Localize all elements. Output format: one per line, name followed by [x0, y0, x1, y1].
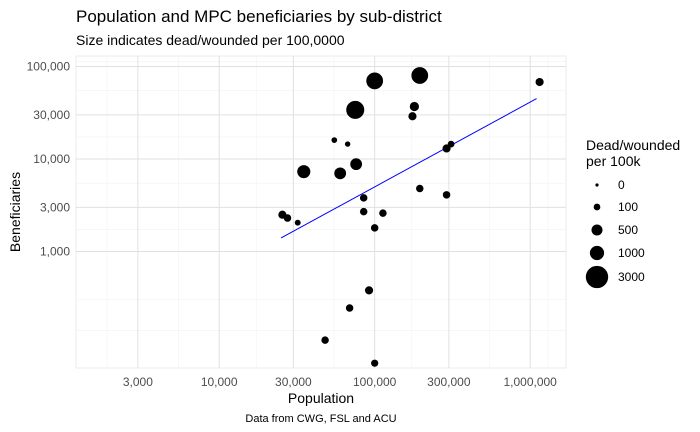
x-tick-label: 1,000,000 [503, 375, 557, 389]
data-point [535, 77, 544, 87]
data-point [346, 100, 365, 119]
data-point [331, 137, 338, 143]
data-point [442, 191, 451, 199]
data-point [408, 112, 417, 121]
data-point [345, 304, 354, 312]
legend-title: Dead/wounded per 100k [586, 137, 680, 169]
y-tick-label: 1,000 [40, 245, 70, 259]
data-point [409, 101, 419, 112]
data-point [379, 209, 387, 217]
data-point [366, 72, 384, 90]
x-tick-label: 10,000 [201, 375, 238, 389]
legend-label: 0 [618, 178, 625, 192]
data-point [359, 194, 368, 202]
x-tick-label: 300,000 [427, 375, 471, 389]
legend-key [595, 183, 599, 187]
plot-panel [75, 55, 567, 369]
chart-title: Population and MPC beneficiaries by sub-… [76, 7, 442, 26]
data-point [321, 336, 329, 344]
data-point [344, 141, 351, 147]
y-tick-label: 10,000 [33, 152, 70, 166]
data-point [370, 224, 379, 232]
x-axis-ticks: 3,000 10,000 30,000 100,000 300,000 1,000,000 [123, 375, 557, 389]
legend: Dead/wounded per 100k 0 100 500 1000 3000 [585, 137, 680, 289]
y-axis-title: Beneficiaries [7, 172, 23, 252]
y-tick-label: 100,000 [27, 60, 71, 74]
data-point [334, 167, 347, 180]
legend-key [589, 245, 605, 261]
x-axis-title: Population [288, 390, 354, 406]
data-point [294, 219, 301, 226]
data-point [350, 158, 363, 171]
data-point [371, 359, 379, 367]
data-point [283, 214, 292, 222]
data-point [364, 286, 374, 295]
chart-subtitle: Size indicates dead/wounded per 100,0000 [76, 32, 345, 48]
data-point [359, 207, 368, 216]
data-point [447, 140, 455, 148]
y-tick-label: 30,000 [33, 108, 70, 122]
x-tick-label: 3,000 [123, 375, 153, 389]
legend-label: 3000 [618, 270, 645, 284]
data-point [442, 144, 451, 153]
data-points [278, 67, 544, 367]
x-tick-label: 30,000 [275, 375, 312, 389]
trend-line [280, 98, 537, 239]
chart-caption: Data from CWG, FSL and ACU [245, 413, 396, 425]
legend-label: 1000 [618, 246, 645, 260]
y-axis-ticks: 1,000 3,000 10,000 30,000 100,000 [27, 60, 71, 259]
x-tick-label: 100,000 [353, 375, 397, 389]
legend-key [585, 265, 609, 289]
data-point [297, 165, 311, 179]
legend-label: 100 [618, 200, 638, 214]
legend-key [591, 224, 603, 236]
data-point [416, 184, 424, 193]
data-point [411, 67, 429, 84]
grid [76, 56, 566, 368]
legend-label: 500 [618, 223, 638, 237]
legend-key [593, 203, 601, 211]
y-tick-label: 3,000 [40, 200, 70, 214]
trend-line-group [280, 98, 537, 239]
